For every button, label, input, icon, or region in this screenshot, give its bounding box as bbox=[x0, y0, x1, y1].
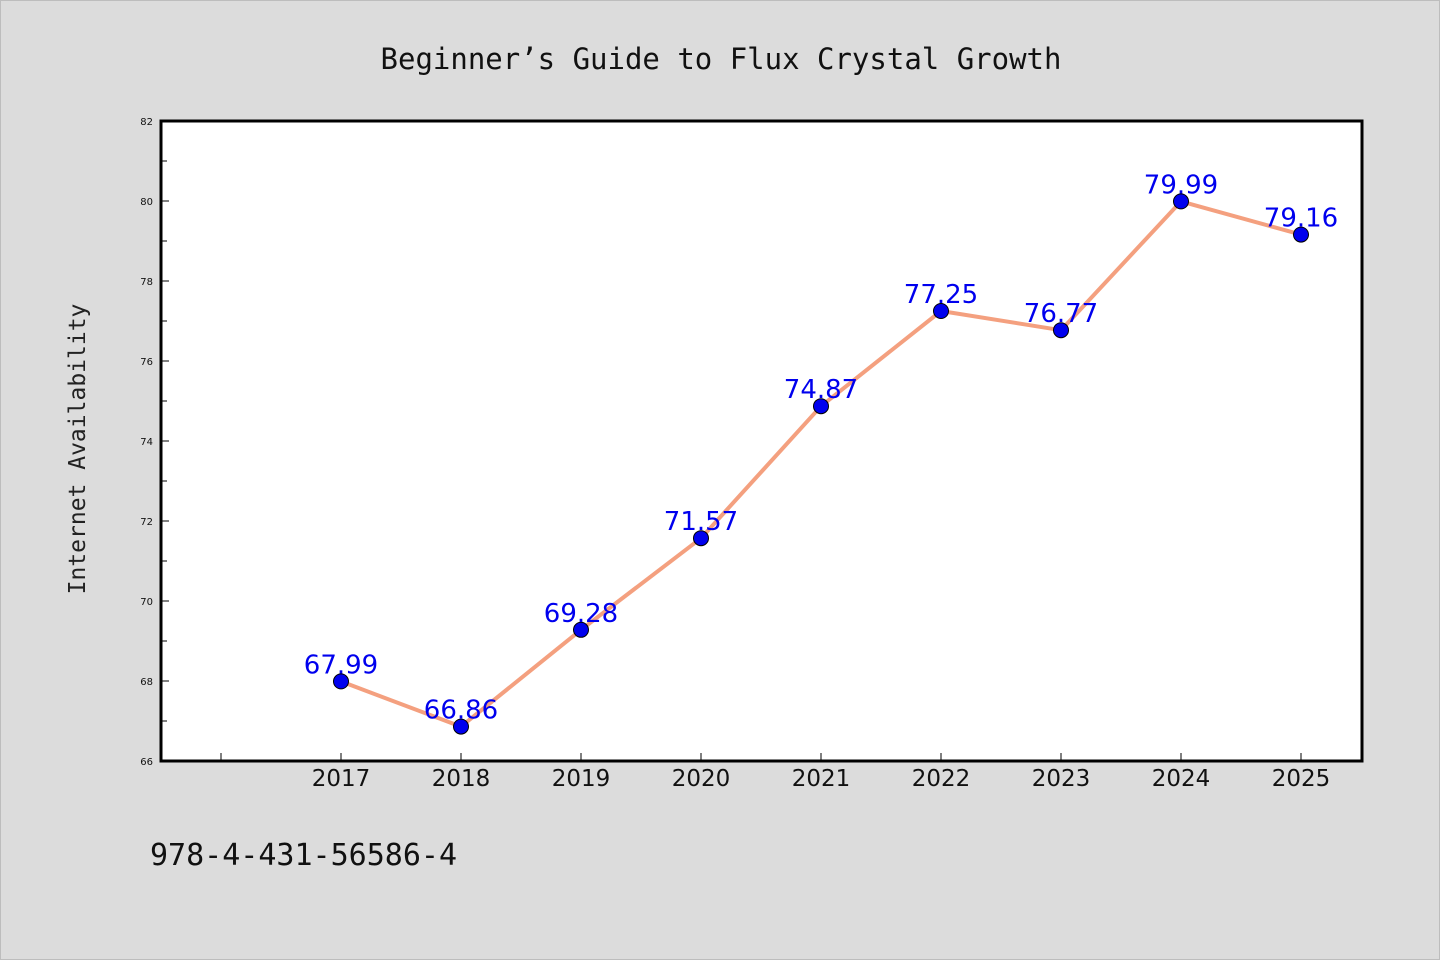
y-tick-label-70: 70 bbox=[140, 597, 153, 608]
data-label-2025: 79.16 bbox=[1264, 204, 1338, 234]
data-point-2020 bbox=[693, 530, 709, 547]
data-point-2017 bbox=[333, 673, 349, 690]
x-tick-label-2024: 2024 bbox=[1152, 766, 1211, 792]
y-tick-label-76: 76 bbox=[140, 357, 153, 368]
isbn-text: 978-4-431-56586-4 bbox=[150, 838, 457, 873]
data-point-2023 bbox=[1053, 322, 1069, 339]
x-tick-label-2021: 2021 bbox=[792, 766, 851, 792]
y-tick-label-80: 80 bbox=[140, 197, 153, 208]
data-point-2022 bbox=[933, 303, 949, 319]
data-label-2017: 67.99 bbox=[304, 650, 378, 680]
x-tick-label-2023: 2023 bbox=[1032, 766, 1091, 792]
x-axis-ticks: 2017 2018 2019 2020 2021 2022 2023 2024 2025 bbox=[220, 753, 1331, 792]
data-point-2024 bbox=[1173, 193, 1189, 210]
x-tick-label-2017: 2017 bbox=[312, 766, 371, 792]
y-tick-label-72: 72 bbox=[140, 517, 153, 528]
data-point-2021 bbox=[813, 398, 829, 415]
data-label-2018: 66.86 bbox=[424, 696, 498, 726]
data-label-2019: 69.28 bbox=[544, 599, 618, 629]
data-point-2025 bbox=[1293, 226, 1309, 243]
data-point-2019 bbox=[573, 621, 589, 638]
y-tick-label-82: 82 bbox=[140, 117, 153, 128]
x-tick-label-2018: 2018 bbox=[432, 766, 491, 792]
y-axis-ticks: 66 68 70 72 74 76 78 80 82 bbox=[140, 117, 169, 768]
x-tick-label-2022: 2022 bbox=[912, 766, 971, 792]
data-label-2024: 79.99 bbox=[1144, 170, 1218, 200]
data-label-2022: 77.25 bbox=[904, 280, 978, 310]
data-label-2023: 76.77 bbox=[1024, 299, 1098, 329]
chart-title: Beginner’s Guide to Flux Crystal Growth bbox=[381, 42, 1062, 76]
y-tick-label-74: 74 bbox=[140, 437, 153, 448]
y-tick-label-68: 68 bbox=[140, 677, 153, 688]
data-labels-layer: 67.99 66.86 69.28 71.57 74.87 77.25 76.77 79.99… bbox=[304, 170, 1338, 725]
x-tick-label-2019: 2019 bbox=[552, 766, 611, 792]
x-tick-label-2025: 2025 bbox=[1272, 766, 1331, 792]
data-label-2020: 71.57 bbox=[664, 507, 738, 537]
y-tick-label-78: 78 bbox=[140, 277, 153, 288]
data-point-2018 bbox=[453, 718, 469, 735]
y-tick-label-66: 66 bbox=[140, 757, 153, 768]
plot-area bbox=[159, 119, 1364, 763]
data-label-2021: 74.87 bbox=[784, 375, 858, 405]
markers-layer bbox=[333, 193, 1309, 735]
y-axis-label: Internet Availability bbox=[65, 304, 91, 595]
x-tick-label-2020: 2020 bbox=[672, 766, 731, 792]
